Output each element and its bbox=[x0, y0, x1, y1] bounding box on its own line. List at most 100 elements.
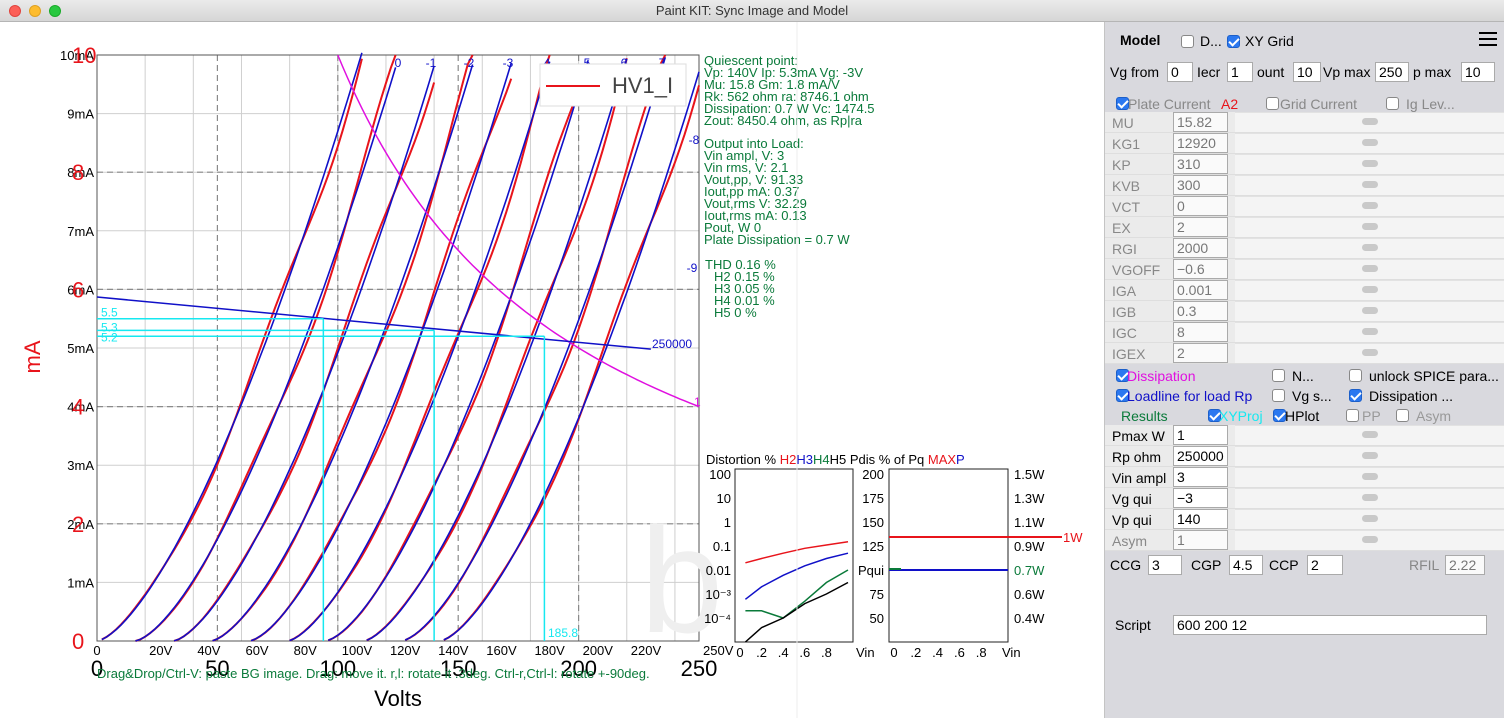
dissipation2-checkbox[interactable] bbox=[1349, 389, 1362, 402]
hamburger-menu-icon[interactable] bbox=[1479, 32, 1497, 46]
dissipation-checkbox[interactable] bbox=[1116, 369, 1129, 382]
param-slider-igb[interactable] bbox=[1235, 301, 1504, 321]
slider-knob[interactable] bbox=[1362, 536, 1378, 543]
x-tick-label: 180V bbox=[534, 643, 565, 658]
grid-bias-label: -3 bbox=[503, 56, 514, 70]
xy-grid-label: XY Grid bbox=[1245, 33, 1294, 49]
cgp-input[interactable]: 4.5 bbox=[1229, 555, 1263, 575]
slider-knob[interactable] bbox=[1362, 244, 1378, 251]
vp-max-input[interactable]: 250 bbox=[1375, 62, 1409, 82]
vg-s-checkbox[interactable] bbox=[1272, 389, 1285, 402]
pp-checkbox[interactable] bbox=[1346, 409, 1359, 422]
load-param-slider[interactable] bbox=[1235, 488, 1504, 508]
incr-input[interactable]: 1 bbox=[1227, 62, 1253, 82]
load-param-slider[interactable] bbox=[1235, 467, 1504, 487]
param-slider-kp[interactable] bbox=[1235, 154, 1504, 174]
hplot-checkbox[interactable] bbox=[1273, 409, 1286, 422]
param-input-ex[interactable]: 2 bbox=[1173, 217, 1228, 237]
xy-grid-checkbox[interactable] bbox=[1227, 35, 1240, 48]
param-slider-kvb[interactable] bbox=[1235, 175, 1504, 195]
ip-max-input[interactable]: 10 bbox=[1461, 62, 1495, 82]
grid-current-checkbox[interactable] bbox=[1266, 97, 1279, 110]
param-slider-igex[interactable] bbox=[1235, 343, 1504, 363]
plot-canvas[interactable]: b 0 -1 -2 -3 -4 -5 -6 -7 -8 -9 1 250000 5.5 5.3 5.2 185.… bbox=[0, 22, 1104, 718]
load-param-input[interactable]: 1 bbox=[1173, 530, 1228, 550]
param-input-kvb[interactable]: 300 bbox=[1173, 175, 1228, 195]
load-param-slider[interactable] bbox=[1235, 425, 1504, 445]
output-info-line: Vin rms, V: 2.1 bbox=[704, 160, 789, 175]
param-input-kp[interactable]: 310 bbox=[1173, 154, 1228, 174]
pdis-y-tick: 125 bbox=[862, 539, 884, 554]
param-input-igc[interactable]: 8 bbox=[1173, 322, 1228, 342]
ccp-input[interactable]: 2 bbox=[1307, 555, 1343, 575]
param-slider-rgi[interactable] bbox=[1235, 238, 1504, 258]
slider-knob[interactable] bbox=[1362, 431, 1378, 438]
slider-knob[interactable] bbox=[1362, 118, 1378, 125]
minimize-window-icon[interactable] bbox=[29, 5, 41, 17]
slider-knob[interactable] bbox=[1362, 473, 1378, 480]
param-name-mu: MU bbox=[1112, 115, 1134, 131]
close-window-icon[interactable] bbox=[9, 5, 21, 17]
slider-knob[interactable] bbox=[1362, 349, 1378, 356]
slider-knob[interactable] bbox=[1362, 181, 1378, 188]
param-input-vgoff[interactable]: −0.6 bbox=[1173, 259, 1228, 279]
legend-label: HV1_I bbox=[612, 73, 673, 98]
load-param-slider[interactable] bbox=[1235, 509, 1504, 529]
ig-lev-checkbox[interactable] bbox=[1386, 97, 1399, 110]
load-param-input[interactable]: 140 bbox=[1173, 509, 1228, 529]
slider-knob[interactable] bbox=[1362, 328, 1378, 335]
loadline-checkbox[interactable] bbox=[1116, 389, 1129, 402]
tube-curve-plot[interactable]: b0 -1 -2 -3 -4 -5 -6 -7-8-912500005.55.35.2185.… bbox=[0, 22, 1104, 718]
ccg-input[interactable]: 3 bbox=[1148, 555, 1182, 575]
load-param-slider[interactable] bbox=[1235, 446, 1504, 466]
param-input-rgi[interactable]: 2000 bbox=[1173, 238, 1228, 258]
unlock-spice-checkbox[interactable] bbox=[1349, 369, 1362, 382]
slider-knob[interactable] bbox=[1362, 202, 1378, 209]
load-param-slider[interactable] bbox=[1235, 530, 1504, 550]
pdis-y-tick: 200 bbox=[862, 467, 884, 482]
param-slider-vgoff[interactable] bbox=[1235, 259, 1504, 279]
xyproj-checkbox[interactable] bbox=[1208, 409, 1221, 422]
dissipation-curve-label: 1 bbox=[694, 395, 701, 409]
distortion-title-part: H3 bbox=[796, 452, 813, 467]
distortion-title-part: Distortion % bbox=[706, 452, 780, 467]
param-slider-igc[interactable] bbox=[1235, 322, 1504, 342]
slider-knob[interactable] bbox=[1362, 160, 1378, 167]
pdis-right-tick: 0.4W bbox=[1014, 611, 1045, 626]
slider-knob[interactable] bbox=[1362, 515, 1378, 522]
slider-knob[interactable] bbox=[1362, 265, 1378, 272]
param-input-kg1[interactable]: 12920 bbox=[1173, 133, 1228, 153]
param-name-igb: IGB bbox=[1112, 304, 1137, 320]
param-slider-vct[interactable] bbox=[1235, 196, 1504, 216]
param-input-iga[interactable]: 0.001 bbox=[1173, 280, 1228, 300]
param-slider-kg1[interactable] bbox=[1235, 133, 1504, 153]
count-input[interactable]: 10 bbox=[1293, 62, 1321, 82]
load-param-input[interactable]: 250000 bbox=[1173, 446, 1228, 466]
slider-knob[interactable] bbox=[1362, 223, 1378, 230]
slider-knob[interactable] bbox=[1362, 139, 1378, 146]
rfil-input[interactable]: 2.22 bbox=[1445, 555, 1485, 575]
load-param-input[interactable]: −3 bbox=[1173, 488, 1228, 508]
grid-bias-label: -5 bbox=[580, 56, 591, 70]
param-slider-ex[interactable] bbox=[1235, 217, 1504, 237]
zoom-window-icon[interactable] bbox=[49, 5, 61, 17]
slider-knob[interactable] bbox=[1362, 286, 1378, 293]
script-input[interactable]: 600 200 12 bbox=[1173, 615, 1487, 635]
param-input-igb[interactable]: 0.3 bbox=[1173, 301, 1228, 321]
slider-knob[interactable] bbox=[1362, 494, 1378, 501]
slider-knob[interactable] bbox=[1362, 307, 1378, 314]
plate-current-checkbox[interactable] bbox=[1116, 97, 1129, 110]
param-input-vct[interactable]: 0 bbox=[1173, 196, 1228, 216]
param-input-mu[interactable]: 15.82 bbox=[1173, 112, 1228, 132]
param-slider-mu[interactable] bbox=[1235, 112, 1504, 132]
slider-knob[interactable] bbox=[1362, 452, 1378, 459]
vg-from-input[interactable]: 0 bbox=[1167, 62, 1193, 82]
d-checkbox[interactable] bbox=[1181, 35, 1194, 48]
distortion-series-line bbox=[744, 552, 849, 600]
load-param-input[interactable]: 1 bbox=[1173, 425, 1228, 445]
n-checkbox[interactable] bbox=[1272, 369, 1285, 382]
param-slider-iga[interactable] bbox=[1235, 280, 1504, 300]
param-input-igex[interactable]: 2 bbox=[1173, 343, 1228, 363]
load-param-input[interactable]: 3 bbox=[1173, 467, 1228, 487]
asym-checkbox[interactable] bbox=[1396, 409, 1409, 422]
